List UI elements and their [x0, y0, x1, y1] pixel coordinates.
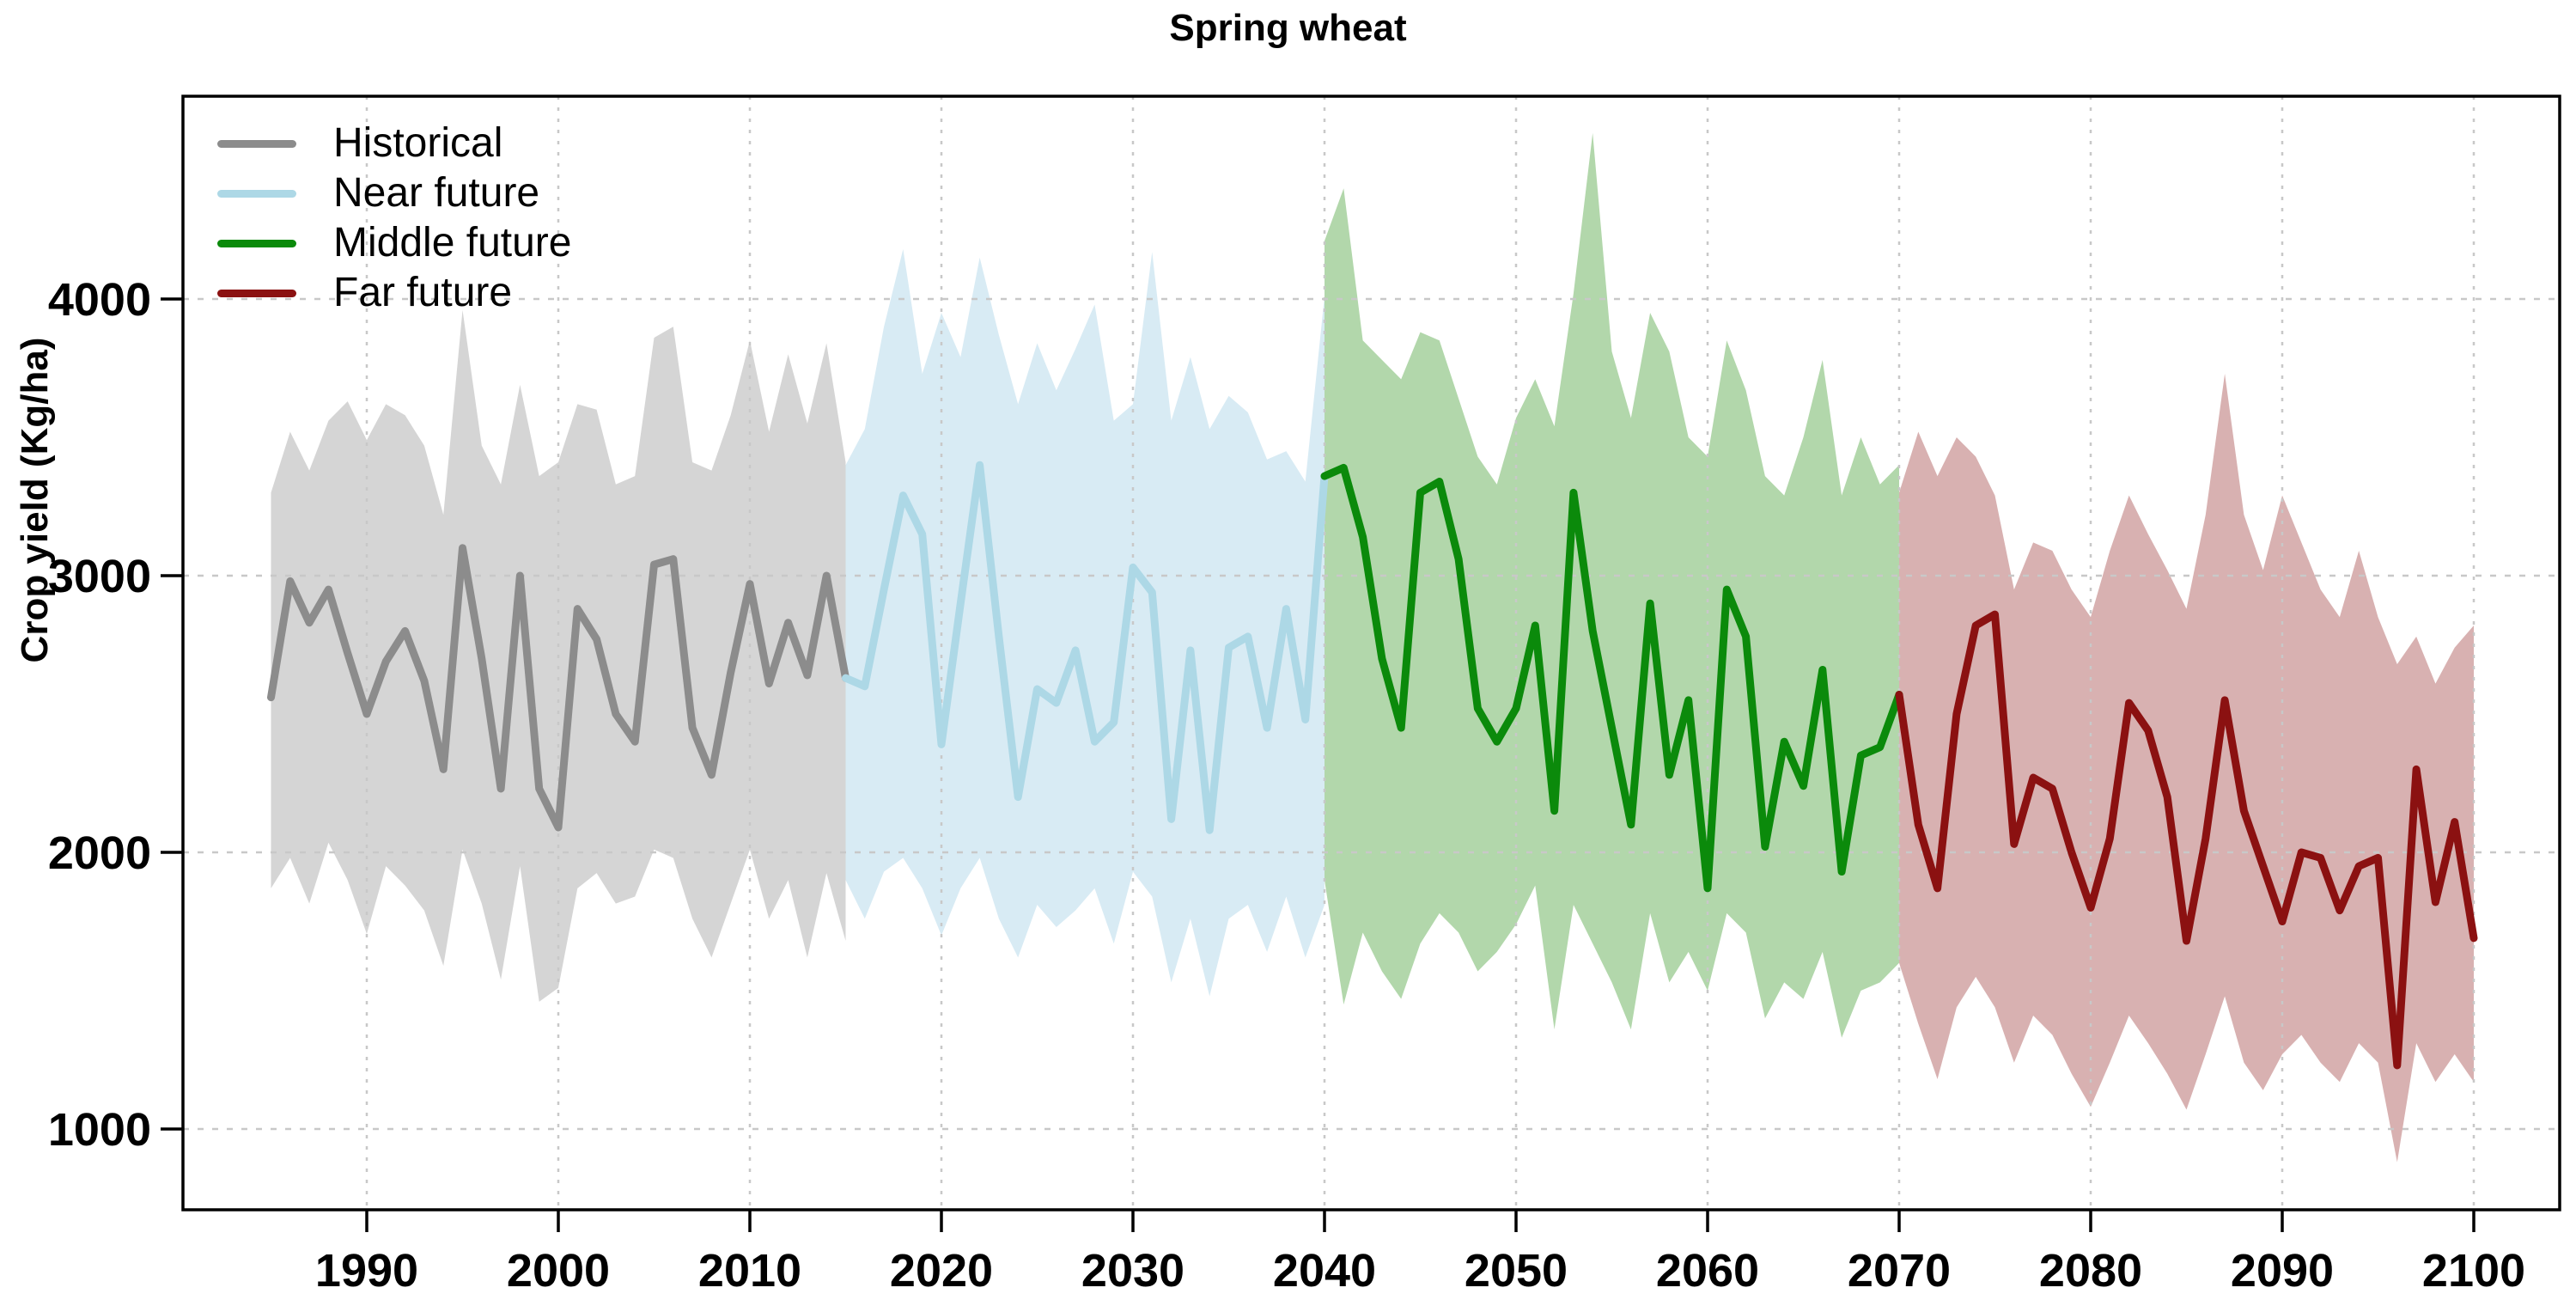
legend-item-near-future: Near future: [217, 168, 571, 218]
x-tick-label: 2060: [1656, 1245, 1759, 1297]
x-tick-label: 2070: [1848, 1245, 1951, 1297]
plot-border: [181, 95, 2561, 1211]
legend-label: Far future: [333, 270, 513, 315]
band-near-future: [845, 249, 1325, 997]
y-tick-label: 4000: [48, 274, 151, 326]
band-far-future: [1899, 373, 2474, 1163]
y-tick-label: 2000: [48, 827, 151, 879]
line-historical: [267, 544, 850, 832]
legend: Historical Near future Middle future Far fu…: [217, 119, 571, 318]
x-tick-label: 2010: [698, 1245, 801, 1297]
line-middle-future: [1320, 463, 1903, 893]
y-tick-label: 3000: [48, 551, 151, 602]
legend-swatch-icon: [217, 189, 296, 198]
legend-label: Near future: [333, 170, 540, 216]
x-tick-label: 2030: [1081, 1245, 1184, 1297]
legend-swatch-icon: [217, 289, 296, 297]
x-tick-label: 2000: [507, 1245, 610, 1297]
legend-item-far-future: Far future: [217, 268, 571, 318]
line-near-future: [842, 461, 1329, 834]
x-tick-label: 2090: [2231, 1245, 2334, 1297]
chart-title: Spring wheat: [1169, 7, 1407, 49]
legend-swatch-icon: [217, 239, 296, 247]
legend-item-historical: Historical: [217, 119, 571, 168]
legend-label: Historical: [333, 120, 503, 166]
legend-swatch-icon: [217, 139, 296, 148]
band-middle-future: [1325, 132, 1899, 1038]
line-far-future: [1895, 610, 2478, 1070]
y-tick-label: 1000: [48, 1104, 151, 1156]
x-tick-label: 1990: [315, 1245, 418, 1297]
x-tick-label: 2050: [1465, 1245, 1568, 1297]
x-tick-label: 2040: [1273, 1245, 1376, 1297]
x-tick-label: 2100: [2422, 1245, 2525, 1297]
legend-item-middle-future: Middle future: [217, 218, 571, 268]
x-tick-label: 2020: [890, 1245, 993, 1297]
legend-label: Middle future: [333, 220, 572, 265]
x-tick-label: 2080: [2039, 1245, 2142, 1297]
